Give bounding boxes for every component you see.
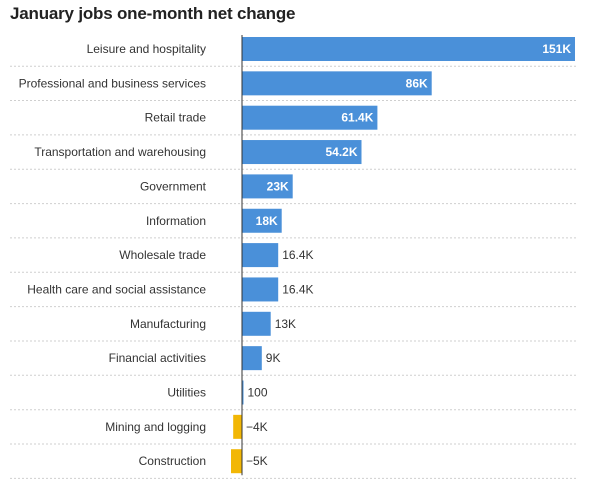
- category-label: Utilities: [167, 386, 206, 400]
- category-label: Health care and social assistance: [27, 282, 206, 296]
- category-label: Manufacturing: [130, 317, 206, 331]
- value-label: 18K: [256, 214, 278, 228]
- bar: [231, 449, 242, 474]
- value-label: 86K: [406, 76, 428, 90]
- value-label: 9K: [266, 351, 281, 365]
- value-label: 16.4K: [282, 282, 313, 296]
- bar: [242, 140, 362, 165]
- bar: [242, 208, 282, 233]
- bar: [242, 311, 271, 336]
- category-label: Financial activities: [109, 351, 206, 365]
- bar: [242, 277, 279, 302]
- category-label: Transportation and warehousing: [34, 145, 206, 159]
- value-label: 23K: [267, 179, 289, 193]
- category-label: Leisure and hospitality: [87, 42, 206, 56]
- bar: [242, 71, 432, 96]
- category-label: Professional and business services: [19, 76, 206, 90]
- value-label: 100: [248, 386, 268, 400]
- bar: [242, 346, 262, 371]
- value-label: −5K: [246, 454, 268, 468]
- chart-title: January jobs one-month net change: [10, 4, 296, 23]
- value-label: 151K: [542, 42, 571, 56]
- bar: [242, 243, 279, 268]
- bar: [233, 414, 242, 439]
- category-label: Information: [146, 214, 206, 228]
- category-label: Government: [140, 179, 207, 193]
- value-label: 61.4K: [341, 111, 373, 125]
- bar: [242, 105, 378, 130]
- value-label: 13K: [275, 317, 296, 331]
- bar: [242, 37, 575, 61]
- bar: [242, 174, 293, 199]
- value-label: 16.4K: [282, 248, 313, 262]
- value-label: 54.2K: [325, 145, 357, 159]
- bar: [242, 380, 244, 405]
- category-label: Retail trade: [145, 111, 207, 125]
- category-label: Mining and logging: [105, 420, 206, 434]
- category-label: Construction: [139, 454, 206, 468]
- category-label: Wholesale trade: [119, 248, 206, 262]
- value-label: −4K: [246, 420, 268, 434]
